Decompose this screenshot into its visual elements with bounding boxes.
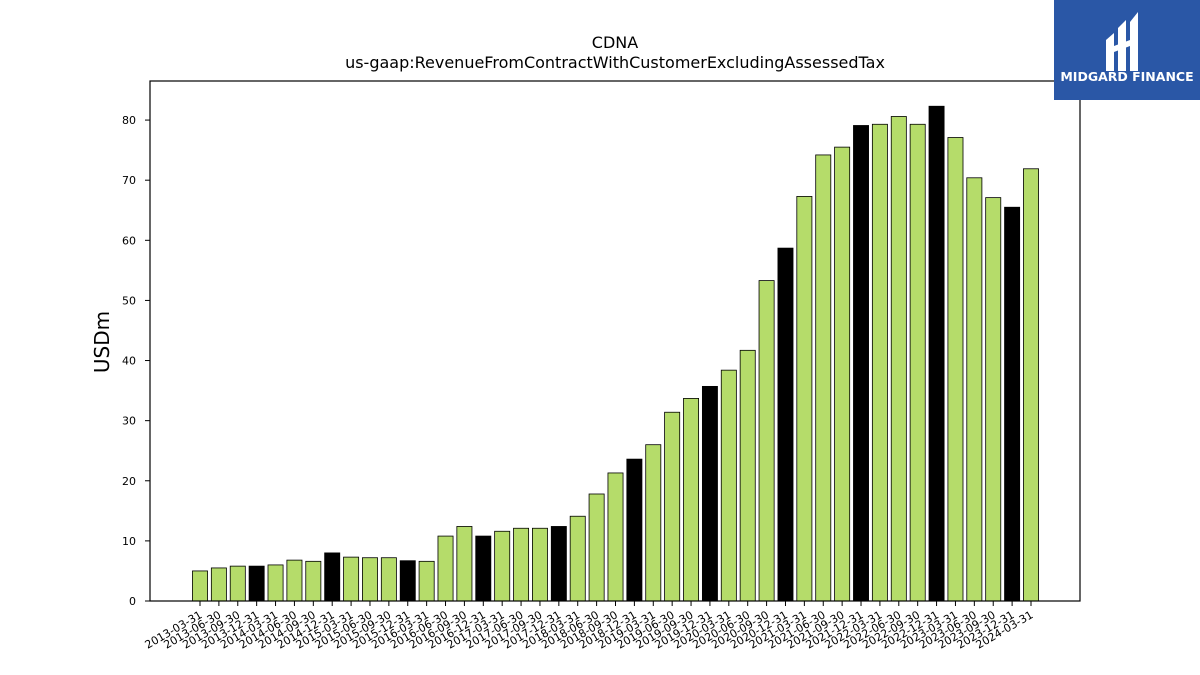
- bar: [947, 137, 964, 602]
- y-axis-label: USDm: [90, 311, 114, 373]
- bar: [1004, 206, 1021, 602]
- y-tick-label: 30: [122, 415, 136, 428]
- y-tick-label: 60: [122, 234, 136, 247]
- bar: [815, 154, 832, 602]
- logo-background: [1054, 0, 1200, 100]
- bar: [437, 535, 454, 602]
- bar: [362, 557, 378, 602]
- midgard-finance-logo: MIDGARD FINANCE: [1054, 0, 1200, 100]
- plot-frame: [149, 80, 1081, 602]
- bar: [853, 125, 869, 602]
- bar: [267, 564, 284, 602]
- bar: [909, 123, 926, 602]
- y-tick-label: 0: [129, 595, 136, 608]
- bar: [324, 552, 341, 602]
- chart-subtitle: us-gaap:RevenueFromContractWithCustomerE…: [345, 53, 885, 72]
- bar: [758, 280, 775, 602]
- y-tick-label: 20: [122, 475, 136, 488]
- bar: [720, 369, 737, 602]
- bar: [890, 116, 907, 602]
- logo-text: MIDGARD FINANCE: [1060, 69, 1193, 84]
- bar: [305, 560, 322, 602]
- bar: [626, 458, 643, 602]
- bar: [456, 526, 473, 602]
- x-axis-ticks: 2013-03-312013-06-302013-09-302013-12-31…: [143, 601, 1036, 652]
- bar: [985, 197, 1002, 602]
- logo-mark-icon: [1106, 12, 1138, 71]
- bar: [248, 565, 265, 602]
- bar: [475, 535, 492, 602]
- bar: [210, 567, 227, 602]
- bar: [701, 385, 718, 602]
- bar: [796, 196, 813, 602]
- bar: [588, 493, 605, 602]
- y-tick-label: 50: [122, 294, 136, 307]
- bar: [683, 398, 699, 602]
- bar: [532, 527, 548, 602]
- bar: [966, 177, 983, 602]
- bar: [550, 526, 567, 602]
- bar: [834, 146, 851, 602]
- bar: [286, 559, 303, 602]
- bar: [343, 556, 360, 602]
- bar: [418, 560, 435, 602]
- bar: [494, 530, 511, 602]
- bar: [928, 105, 945, 602]
- bar: [513, 527, 530, 602]
- bar: [569, 515, 586, 602]
- chart-title: CDNA: [592, 33, 638, 52]
- y-tick-label: 70: [122, 174, 136, 187]
- bar: [192, 570, 208, 602]
- bar: [607, 472, 624, 602]
- bar: [871, 123, 888, 602]
- bars-group: [192, 105, 1039, 602]
- bar: [229, 565, 246, 602]
- bar: [645, 444, 662, 602]
- y-tick-label: 10: [122, 535, 136, 548]
- bar: [739, 349, 756, 602]
- bar: [380, 557, 397, 602]
- bar: [399, 560, 416, 602]
- bar: [1023, 168, 1039, 602]
- y-tick-label: 40: [122, 355, 136, 368]
- bar: [777, 247, 794, 602]
- y-axis-ticks: 0 10 20 30 40 50 60 70 80: [122, 114, 150, 608]
- bar: [664, 411, 681, 602]
- y-tick-label: 80: [122, 114, 136, 127]
